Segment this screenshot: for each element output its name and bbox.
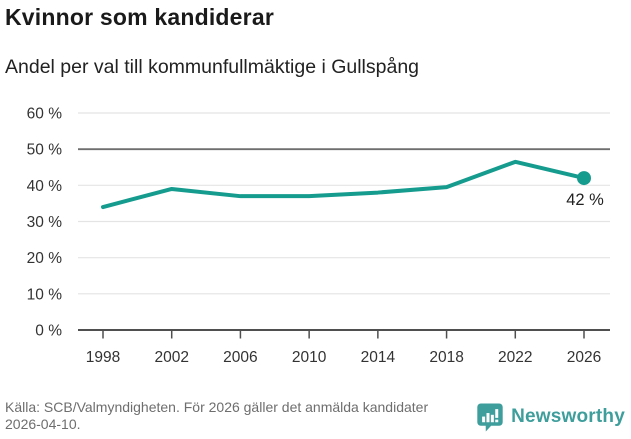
x-tick-label: 2014	[361, 349, 396, 366]
x-tick-label: 2002	[154, 349, 188, 366]
newsworthy-bubble-chart-icon	[477, 403, 503, 432]
y-tick-label: 60 %	[27, 106, 63, 123]
footer: Källa: SCB/Valmyndigheten. För 2026 gäll…	[5, 399, 625, 433]
x-tick-label: 2010	[292, 349, 327, 366]
y-tick-label: 40 %	[27, 178, 63, 195]
brand-name: Newsworthy	[511, 406, 625, 427]
x-tick-label: 2026	[567, 349, 601, 366]
source-note: Källa: SCB/Valmyndigheten. För 2026 gäll…	[5, 399, 429, 433]
end-point-label: 42 %	[566, 191, 604, 209]
x-tick-label: 1998	[86, 349, 120, 366]
y-tick-label: 0 %	[35, 323, 62, 340]
page-title: Kvinnor som kandiderar	[5, 4, 274, 30]
x-tick-label: 2006	[223, 349, 257, 366]
newsworthy-logo[interactable]: Newsworthy	[476, 402, 625, 432]
y-tick-label: 50 %	[27, 142, 63, 159]
end-point-marker	[577, 171, 591, 186]
data-line	[101, 159, 586, 210]
y-tick-label: 20 %	[27, 250, 63, 267]
y-tick-label: 30 %	[27, 214, 63, 231]
chart-subtitle: Andel per val till kommunfullmäktige i G…	[5, 55, 420, 78]
y-tick-label: 10 %	[27, 286, 63, 303]
x-tick-label: 2018	[429, 349, 463, 366]
x-tick-label: 2022	[498, 349, 532, 366]
line-chart: 0 % 10 % 20 % 30 % 40 % 50 % 60 % 1998 2002 2006 2…	[27, 106, 610, 366]
